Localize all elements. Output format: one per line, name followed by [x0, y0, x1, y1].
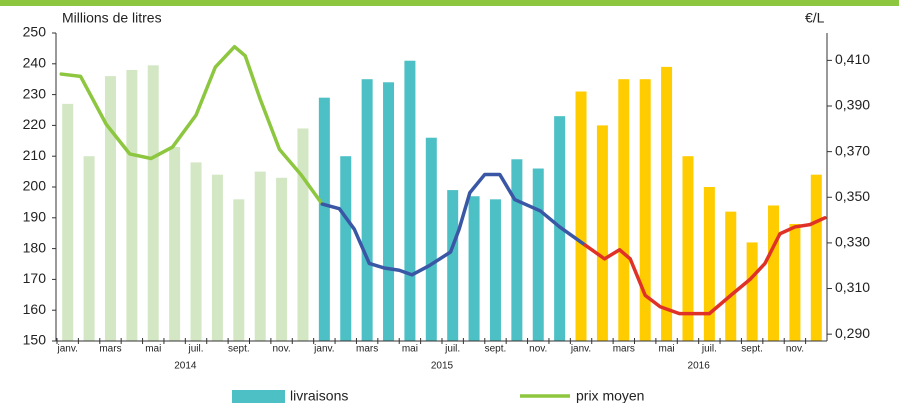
y2-tick-label: 0,410	[835, 51, 870, 67]
x-tick-label: mars	[99, 344, 121, 355]
x-tick-label: mars	[613, 344, 635, 355]
y-tick-label: 190	[23, 209, 47, 225]
bar	[383, 82, 395, 341]
bar	[361, 79, 373, 341]
y-tick-label: 210	[23, 147, 47, 163]
bar	[233, 199, 245, 341]
x-tick-label: janv.	[313, 344, 334, 355]
y-tick-label: 180	[23, 239, 47, 255]
bar	[62, 103, 74, 341]
bar	[468, 196, 480, 341]
y-axis-label: Millions de litres	[62, 10, 162, 26]
y2-axis-label: €/L	[805, 10, 825, 26]
x-tick-label: mai	[402, 344, 418, 355]
x-tick-label: juil.	[444, 344, 460, 355]
y-tick-label: 150	[23, 332, 47, 348]
y-tick-label: 240	[23, 55, 47, 71]
bar	[169, 146, 181, 341]
x-tick-label: sept.	[228, 344, 250, 355]
bar	[126, 69, 138, 342]
y2-tick-label: 0,350	[835, 188, 870, 204]
x-tick-label: mai	[145, 344, 161, 355]
bar	[575, 91, 587, 342]
bar	[682, 156, 694, 341]
x-tick-label: nov.	[529, 344, 547, 355]
bar	[703, 187, 715, 341]
y2-tick-label: 0,390	[835, 97, 870, 113]
x-tick-label: sept.	[741, 344, 763, 355]
price-line	[59, 44, 324, 206]
price-line	[583, 216, 827, 316]
y-tick-label: 220	[23, 116, 47, 132]
bar	[318, 97, 330, 342]
bar	[447, 190, 459, 341]
bar	[789, 223, 801, 341]
bar	[489, 199, 501, 341]
bar	[768, 205, 780, 341]
year-label: 2016	[688, 361, 711, 372]
bar	[810, 174, 822, 341]
bar	[276, 177, 288, 341]
y-tick-label: 200	[23, 178, 47, 194]
x-tick-label: mars	[356, 344, 378, 355]
bar	[254, 171, 266, 341]
year-label: 2015	[431, 361, 454, 372]
bar	[83, 156, 95, 341]
legend-swatch	[232, 390, 285, 403]
bar	[639, 79, 651, 341]
y2-tick-label: 0,310	[835, 279, 870, 295]
y-tick-label: 170	[23, 270, 47, 286]
bar	[404, 60, 416, 341]
y-tick-label: 230	[23, 85, 47, 101]
bar	[618, 79, 630, 341]
x-tick-label: nov.	[786, 344, 804, 355]
bar	[425, 137, 437, 341]
x-tick-label: juil.	[701, 344, 717, 355]
y-tick-label: 160	[23, 301, 47, 317]
bar	[340, 156, 352, 341]
bar	[147, 65, 159, 341]
bar	[725, 211, 737, 341]
x-tick-label: janv.	[56, 344, 77, 355]
bar	[104, 76, 116, 342]
x-tick-label: janv.	[570, 344, 591, 355]
top-band	[0, 0, 899, 6]
bar	[511, 159, 523, 341]
bar	[596, 125, 608, 342]
x-tick-label: nov.	[272, 344, 290, 355]
bar	[532, 168, 544, 341]
x-tick-label: mai	[659, 344, 675, 355]
legend-label: livraisons	[290, 388, 348, 403]
bar	[297, 128, 309, 341]
y2-tick-label: 0,370	[835, 142, 870, 158]
y-tick-label: 250	[23, 24, 47, 40]
bar	[746, 242, 758, 341]
x-tick-label: juil.	[188, 344, 204, 355]
price-line	[320, 172, 588, 277]
bar	[190, 162, 202, 341]
y2-tick-label: 0,290	[835, 325, 870, 341]
bar	[211, 174, 223, 341]
year-label: 2014	[174, 361, 197, 372]
bar	[661, 66, 673, 341]
y2-tick-label: 0,330	[835, 234, 870, 250]
legend-label: prix moyen	[576, 388, 644, 403]
x-tick-label: sept.	[485, 344, 507, 355]
